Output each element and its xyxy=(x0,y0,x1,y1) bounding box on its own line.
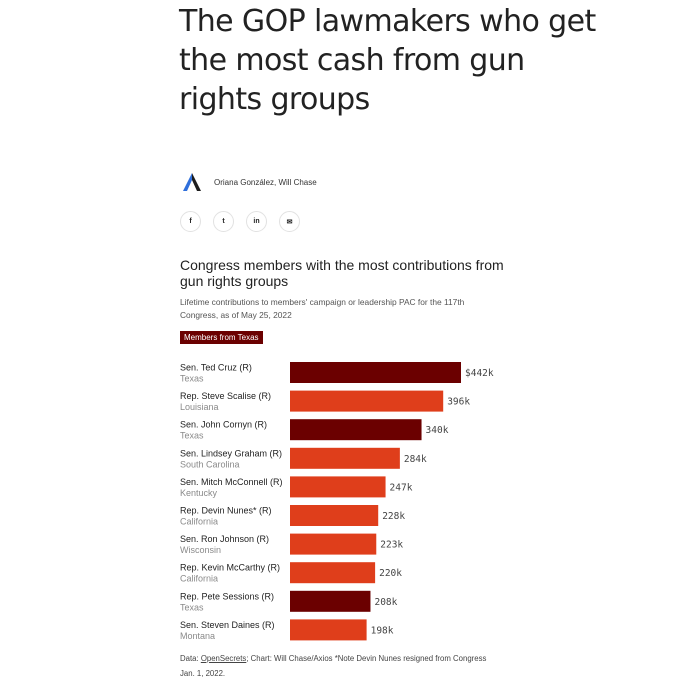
member-state-label: Louisiana xyxy=(180,402,219,412)
opensecrets-link[interactable]: OpenSecrets xyxy=(200,654,247,663)
member-name-label: Rep. Pete Sessions (R) xyxy=(180,591,274,601)
byline: Oriana González, Will Chase xyxy=(181,172,317,192)
bar xyxy=(290,419,422,441)
chart-title: Congress members with the most contribut… xyxy=(180,257,504,289)
member-state-label: Texas xyxy=(180,431,204,441)
bar xyxy=(290,562,376,584)
member-state-label: Texas xyxy=(180,602,204,612)
bar xyxy=(290,619,367,641)
bar-value-label: 223k xyxy=(380,540,403,551)
bar xyxy=(290,476,386,498)
member-name-label: Sen. John Cornyn (R) xyxy=(180,420,267,430)
email-icon: ✉ xyxy=(286,218,293,226)
footnote-text: ; Chart: Will Chase/Axios *Note Devin Nu… xyxy=(180,654,487,678)
bar-value-label: 284k xyxy=(404,454,427,465)
email-share-button[interactable]: ✉ xyxy=(279,211,300,232)
bar-value-label: 340k xyxy=(426,425,449,436)
member-state-label: California xyxy=(180,517,218,527)
member-name-label: Sen. Ted Cruz (R) xyxy=(180,363,252,373)
member-state-label: South Carolina xyxy=(180,459,240,469)
linkedin-share-button[interactable]: in xyxy=(246,211,267,232)
facebook-share-button[interactable]: f xyxy=(180,211,201,232)
axios-logo-icon[interactable] xyxy=(181,172,203,192)
member-state-label: Wisconsin xyxy=(180,545,221,555)
share-buttons: f t in ✉ xyxy=(180,211,312,232)
member-state-label: California xyxy=(180,574,218,584)
member-state-label: Kentucky xyxy=(180,488,218,498)
bar-value-label: 198k xyxy=(371,625,394,636)
bar xyxy=(290,390,444,412)
member-name-label: Sen. Mitch McConnell (R) xyxy=(180,477,283,487)
member-state-label: Texas xyxy=(180,374,204,384)
member-name-label: Rep. Devin Nunes* (R) xyxy=(180,506,272,516)
bar-value-label: 220k xyxy=(379,568,402,579)
bar xyxy=(290,533,377,555)
bar-value-label: 396k xyxy=(447,397,470,408)
twitter-share-button[interactable]: t xyxy=(213,211,234,232)
linkedin-icon: in xyxy=(253,218,260,225)
bar xyxy=(290,362,461,383)
member-name-label: Rep. Kevin McCarthy (R) xyxy=(180,563,280,573)
bar-value-label: 208k xyxy=(374,597,397,608)
legend-texas-badge: Members from Texas xyxy=(180,331,263,344)
bar-value-label: $442k xyxy=(465,368,494,379)
member-name-label: Sen. Lindsey Graham (R) xyxy=(180,448,282,458)
author-names[interactable]: Oriana González, Will Chase xyxy=(214,177,317,187)
bar-value-label: 247k xyxy=(390,482,413,493)
member-state-label: Montana xyxy=(180,631,215,641)
bar xyxy=(290,447,400,469)
member-name-label: Rep. Steve Scalise (R) xyxy=(180,391,271,401)
member-name-label: Sen. Ron Johnson (R) xyxy=(180,534,269,544)
footnote-prefix: Data: xyxy=(180,654,201,663)
twitter-icon: t xyxy=(222,218,225,225)
chart-subtitle: Lifetime contributions to members' campa… xyxy=(180,297,465,320)
chart-footnote: Data: OpenSecrets; Chart: Will Chase/Axi… xyxy=(180,651,500,680)
member-name-label: Sen. Steven Daines (R) xyxy=(180,620,275,630)
facebook-icon: f xyxy=(189,218,192,225)
headline: The GOP lawmakers who get the most cash … xyxy=(179,4,596,117)
bar xyxy=(290,505,379,526)
bar xyxy=(290,590,371,612)
bar-value-label: 228k xyxy=(382,511,405,522)
